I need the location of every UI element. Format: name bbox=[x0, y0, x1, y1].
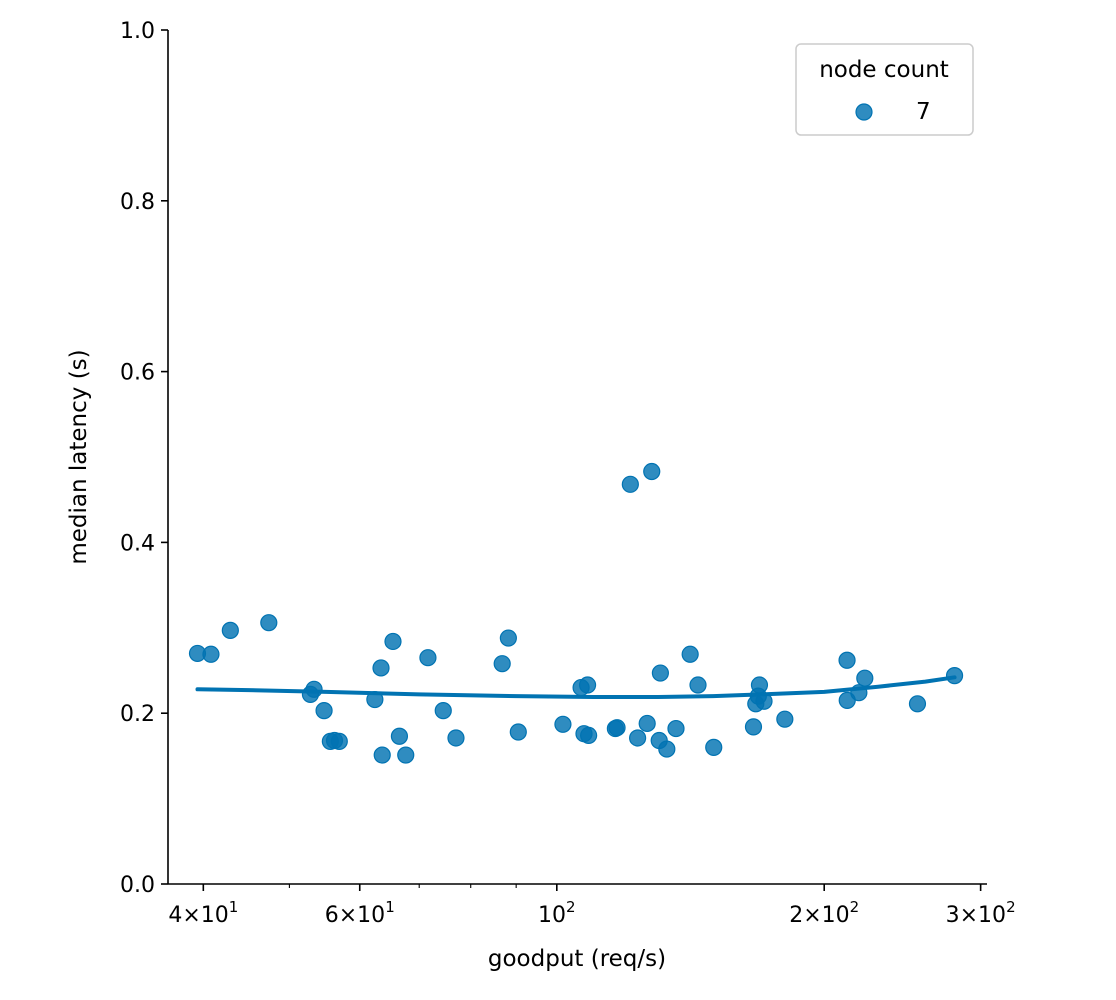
data-point bbox=[658, 740, 676, 758]
scatter-points-layer bbox=[188, 462, 964, 764]
data-point bbox=[305, 680, 323, 698]
legend-marker bbox=[855, 103, 873, 121]
data-point bbox=[945, 667, 964, 685]
data-point bbox=[651, 664, 669, 682]
data-point bbox=[221, 621, 239, 639]
data-point bbox=[384, 632, 402, 651]
data-point bbox=[373, 746, 391, 764]
data-point bbox=[578, 676, 597, 694]
y-axis-ticks: 0.0 0.2 0.4 0.6 0.8 1.0 bbox=[120, 19, 168, 898]
x-tick-label: 6×101 bbox=[325, 898, 395, 928]
x-tick-label: 3×102 bbox=[946, 898, 1016, 928]
legend: node count 7 bbox=[795, 43, 974, 136]
data-point bbox=[419, 649, 437, 667]
data-point bbox=[908, 695, 927, 713]
data-point bbox=[608, 719, 626, 737]
y-tick-label: 0.0 bbox=[120, 873, 155, 898]
x-tick-label: 102 bbox=[538, 898, 576, 928]
data-point bbox=[330, 732, 348, 750]
data-point bbox=[202, 645, 220, 663]
data-point bbox=[493, 655, 511, 673]
y-tick-label: 0.4 bbox=[120, 531, 155, 556]
y-tick-label: 0.8 bbox=[120, 190, 155, 215]
data-point bbox=[434, 702, 452, 720]
y-tick-label: 0.6 bbox=[120, 361, 155, 386]
data-point bbox=[509, 723, 527, 741]
data-point bbox=[372, 659, 390, 677]
data-point bbox=[667, 719, 685, 738]
data-point bbox=[856, 669, 874, 687]
legend-frame bbox=[795, 43, 974, 136]
data-point bbox=[838, 651, 856, 669]
legend-series-label: 7 bbox=[916, 99, 931, 125]
legend-title: node count bbox=[819, 57, 949, 83]
data-point bbox=[689, 676, 707, 694]
x-axis-label: goodput (req/s) bbox=[488, 946, 666, 972]
data-point bbox=[260, 614, 278, 632]
y-axis-label: median latency (s) bbox=[66, 349, 92, 564]
data-point bbox=[315, 702, 333, 720]
data-point bbox=[705, 738, 723, 756]
data-point bbox=[850, 684, 868, 702]
x-axis-ticks: 4×101 6×101 102 2×102 3×102 bbox=[168, 884, 1016, 928]
data-point bbox=[776, 710, 794, 728]
data-point bbox=[629, 729, 647, 747]
data-point bbox=[397, 746, 415, 764]
data-point bbox=[390, 727, 409, 745]
data-point bbox=[643, 462, 661, 481]
data-point bbox=[755, 692, 773, 710]
y-tick-label: 0.2 bbox=[120, 702, 155, 727]
data-point bbox=[744, 718, 763, 736]
x-tick-label: 2×102 bbox=[789, 898, 859, 928]
data-point bbox=[580, 726, 598, 745]
data-point bbox=[554, 715, 572, 733]
data-point bbox=[447, 729, 465, 747]
y-tick-label: 1.0 bbox=[120, 19, 155, 44]
data-point bbox=[499, 629, 517, 647]
x-tick-label: 4×101 bbox=[168, 898, 238, 928]
data-point bbox=[366, 690, 384, 709]
data-point bbox=[681, 645, 699, 663]
trend-line-layer bbox=[195, 675, 957, 699]
data-point bbox=[638, 714, 656, 733]
trend-line bbox=[195, 675, 957, 699]
data-point bbox=[621, 475, 639, 493]
data-point bbox=[750, 676, 769, 694]
